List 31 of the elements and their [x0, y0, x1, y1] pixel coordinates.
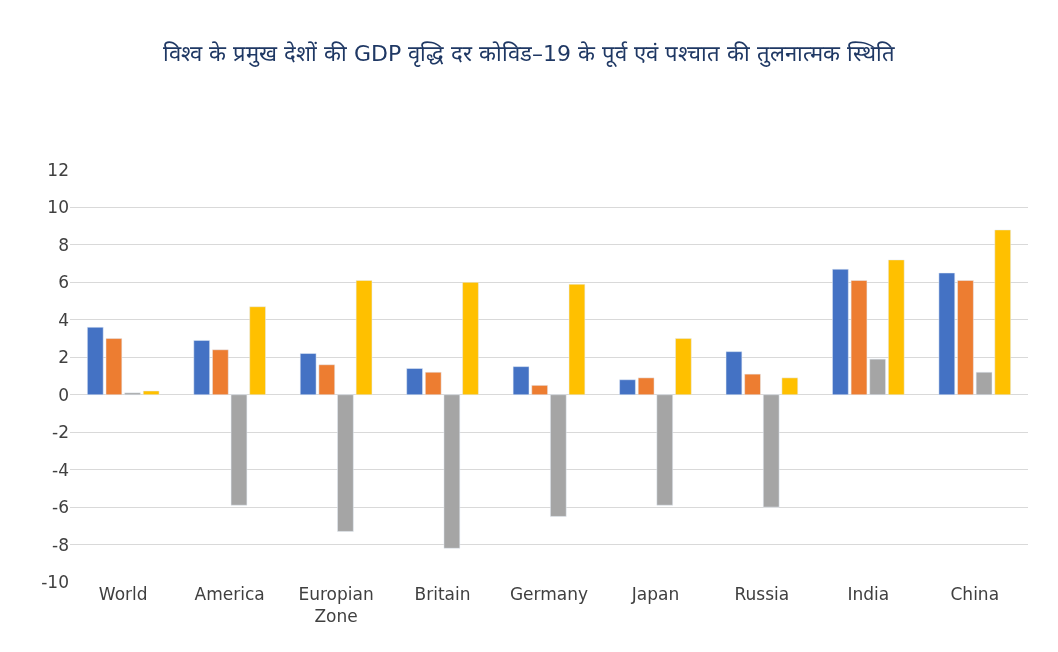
- x-tick-label: China: [950, 584, 1000, 604]
- x-tick-label: Britain: [414, 584, 471, 604]
- x-tick-label: Germany: [509, 584, 589, 604]
- bar: [938, 272, 955, 395]
- bar: [462, 282, 479, 395]
- chart-title: विश्व के प्रमुख देशों की GDP वृद्धि दर कोविड–19 के पूर्व एवं पश्चात की तुलनात्मक स्थिति: [162, 41, 896, 69]
- y-tick-label: -4: [52, 459, 69, 480]
- y-tick-label: 4: [58, 309, 69, 330]
- bar: [888, 259, 905, 395]
- x-tick-label: Russia: [734, 584, 790, 604]
- y-tick-label: 12: [47, 159, 69, 180]
- y-tick-label: -2: [52, 422, 69, 443]
- y-tick-label: 2: [58, 347, 69, 368]
- bar: [193, 340, 210, 395]
- bar: [406, 368, 423, 395]
- x-tick-label: Japan: [630, 584, 680, 604]
- x-tick-label: World: [98, 584, 148, 604]
- x-tick-label: America: [194, 584, 265, 604]
- bar: [143, 390, 160, 395]
- bar: [619, 379, 636, 395]
- y-tick-label: -8: [52, 534, 69, 555]
- y-tick-label: -10: [41, 571, 69, 592]
- y-tick-label: 0: [58, 384, 69, 405]
- y-tick-label: 6: [58, 272, 69, 293]
- y-tick-label: 10: [47, 197, 69, 218]
- bar: [957, 280, 974, 395]
- y-tick-label: 8: [58, 234, 69, 255]
- x-tick-label: India: [847, 584, 890, 604]
- bar: [675, 338, 692, 395]
- y-tick-label: -6: [52, 497, 69, 518]
- x-tick-label: Europian Zone: [298, 584, 374, 627]
